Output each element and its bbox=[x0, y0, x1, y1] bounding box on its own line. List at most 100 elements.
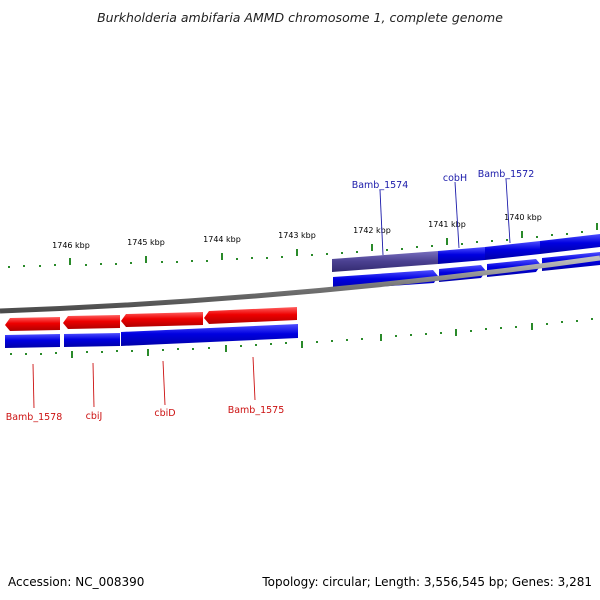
tick bbox=[470, 330, 472, 332]
gene-label-bamb-1575[interactable]: Bamb_1575 bbox=[228, 405, 285, 416]
tick bbox=[506, 239, 508, 241]
gene-block-cds[interactable] bbox=[5, 334, 60, 348]
tick bbox=[416, 246, 418, 248]
tick bbox=[100, 263, 102, 265]
tick bbox=[192, 348, 194, 350]
tick bbox=[39, 265, 41, 267]
tick-major bbox=[145, 256, 147, 263]
tick bbox=[206, 260, 208, 262]
tick bbox=[54, 264, 56, 266]
tick bbox=[85, 264, 87, 266]
tick bbox=[177, 348, 179, 350]
leader-line-bamb-1575 bbox=[252, 356, 256, 401]
gene-arrow-forward-extra[interactable] bbox=[540, 234, 600, 254]
tick bbox=[356, 251, 358, 253]
gene-arrow-bamb-1572[interactable] bbox=[485, 241, 540, 260]
tick-major bbox=[531, 323, 533, 330]
tick bbox=[425, 333, 427, 335]
tick bbox=[8, 266, 10, 268]
scale-label: 1746 kbp bbox=[52, 241, 90, 250]
tick bbox=[401, 248, 403, 250]
gene-arrow-cbid[interactable] bbox=[121, 312, 203, 327]
tick bbox=[311, 254, 313, 256]
tick bbox=[161, 261, 163, 263]
reverse-strand-genes bbox=[5, 307, 298, 348]
map-title: Burkholderia ambifaria AMMD chromosome 1… bbox=[97, 10, 503, 25]
genome-summary-text: Topology: circular; Length: 3,556,545 bp… bbox=[261, 575, 592, 589]
tick-major bbox=[380, 334, 382, 341]
gene-block-cds[interactable] bbox=[64, 333, 120, 347]
reverse-gene-labels: Bamb_1578 cbiJ cbiD Bamb_1575 bbox=[6, 356, 285, 423]
gene-label-cbij[interactable]: cbiJ bbox=[86, 411, 103, 422]
tick bbox=[266, 257, 268, 259]
tick bbox=[561, 321, 563, 323]
gene-arrow-cobh[interactable] bbox=[438, 247, 485, 264]
tick-major bbox=[71, 351, 73, 358]
tick-major bbox=[147, 349, 149, 356]
tick-major bbox=[455, 329, 457, 336]
tick bbox=[440, 332, 442, 334]
scale-label: 1740 kbp bbox=[504, 213, 542, 222]
tick-major bbox=[301, 341, 303, 348]
tick bbox=[591, 318, 593, 320]
leader-line-cbij bbox=[92, 362, 95, 408]
tick bbox=[500, 327, 502, 329]
accession-text: Accession: NC_008390 bbox=[8, 575, 144, 589]
gene-arrow-cbij[interactable] bbox=[63, 315, 120, 329]
tick bbox=[386, 249, 388, 251]
gene-arrow-bamb-1578[interactable] bbox=[5, 317, 60, 331]
leader-line-bamb-1574 bbox=[379, 189, 384, 256]
tick-major bbox=[371, 244, 373, 251]
tick bbox=[485, 328, 487, 330]
scale-label: 1741 kbp bbox=[428, 220, 466, 229]
tick bbox=[86, 351, 88, 353]
gene-label-bamb-1572[interactable]: Bamb_1572 bbox=[478, 169, 535, 180]
tick bbox=[55, 352, 57, 354]
tick bbox=[25, 353, 27, 355]
scale-label: 1743 kbp bbox=[278, 231, 316, 240]
gene-arrow-bamb-1575[interactable] bbox=[204, 307, 297, 324]
gene-label-cobh[interactable]: cobH bbox=[443, 173, 467, 184]
tick bbox=[551, 234, 553, 236]
tick bbox=[236, 258, 238, 260]
tick bbox=[40, 353, 42, 355]
scale-label: 1744 kbp bbox=[203, 235, 241, 244]
leader-line-cobh bbox=[454, 181, 460, 249]
tick bbox=[515, 326, 517, 328]
tick bbox=[116, 350, 118, 352]
tick-major bbox=[296, 249, 298, 256]
tick-major bbox=[521, 231, 523, 238]
gene-label-bamb-1574[interactable]: Bamb_1574 bbox=[352, 180, 409, 191]
tick bbox=[566, 233, 568, 235]
forward-tick-track bbox=[8, 223, 598, 268]
scale-label: 1745 kbp bbox=[127, 238, 165, 247]
tick bbox=[131, 350, 133, 352]
tick bbox=[208, 347, 210, 349]
gene-arrow-bamb-1574[interactable] bbox=[332, 251, 438, 272]
forward-gene-labels: Bamb_1574 cobH Bamb_1572 bbox=[352, 169, 535, 256]
tick bbox=[191, 260, 193, 262]
tick-major bbox=[69, 258, 71, 265]
tick bbox=[546, 323, 548, 325]
reverse-tick-track bbox=[10, 318, 593, 358]
tick bbox=[255, 344, 257, 346]
tick bbox=[476, 241, 478, 243]
tick bbox=[341, 252, 343, 254]
scale-label: 1742 kbp bbox=[353, 226, 391, 235]
tick bbox=[395, 335, 397, 337]
tick bbox=[251, 257, 253, 259]
gene-block-cds[interactable] bbox=[121, 324, 298, 346]
tick bbox=[581, 231, 583, 233]
leader-line-cbid bbox=[162, 360, 166, 406]
tick bbox=[431, 245, 433, 247]
tick bbox=[331, 340, 333, 342]
gene-label-bamb-1578[interactable]: Bamb_1578 bbox=[6, 412, 63, 423]
tick bbox=[10, 353, 12, 355]
tick bbox=[316, 341, 318, 343]
tick bbox=[361, 338, 363, 340]
tick bbox=[23, 265, 25, 267]
tick bbox=[281, 256, 283, 258]
genome-backbone bbox=[0, 255, 600, 314]
gene-label-cbid[interactable]: cbiD bbox=[154, 408, 175, 419]
